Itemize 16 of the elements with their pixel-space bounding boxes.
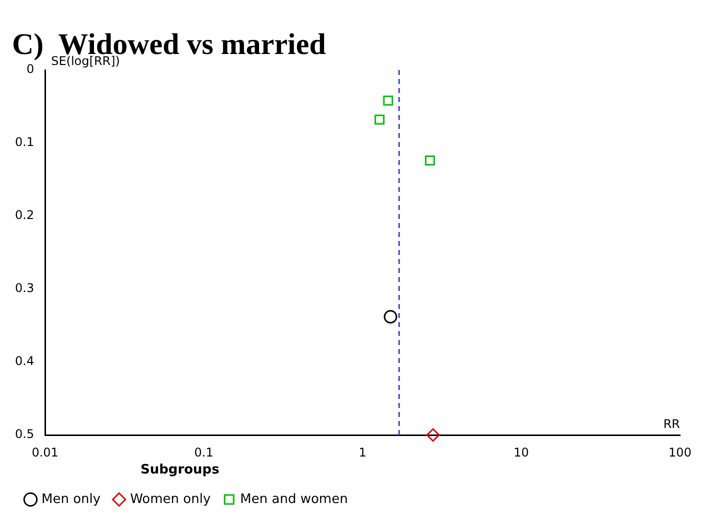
y-tick-label: 0.3 (14, 281, 34, 296)
x-tick-label: 0.1 (194, 445, 214, 460)
legend-label: Men only (42, 492, 101, 507)
x-tick-label: 100 (668, 445, 692, 460)
y-tick-label: 0.1 (14, 135, 34, 150)
x-axis-title: RR (663, 417, 680, 432)
x-tick-label: 10 (514, 445, 529, 460)
legend-title: Subgroups (140, 462, 220, 478)
x-tick-label: 1 (358, 445, 366, 460)
y-tick-label: 0.4 (14, 354, 34, 368)
y-tick-label: 0.5 (14, 427, 34, 442)
x-tick-label: 0.01 (32, 445, 58, 460)
y-tick-label: 0.2 (14, 208, 34, 222)
y-tick-label: 0 (26, 62, 34, 76)
legend-label: Men and women (240, 492, 348, 507)
legend-label: Women only (130, 492, 211, 507)
